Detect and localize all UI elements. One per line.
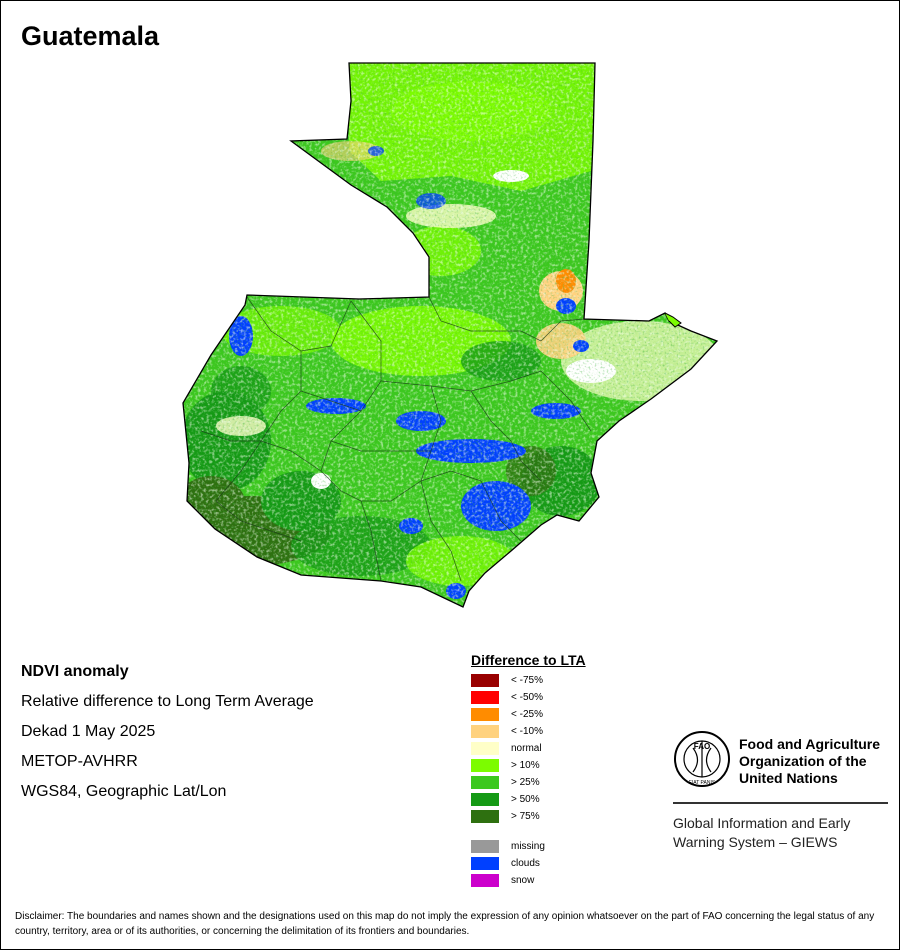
legend-class-label: > 10% — [511, 760, 540, 771]
legend-class-swatch — [471, 708, 499, 721]
legend-class-label: < -50% — [511, 692, 543, 703]
legend-class-swatch — [471, 725, 499, 738]
fao-logo-icon: FAO FIAT PANIS — [674, 731, 730, 787]
legend-extra-label: missing — [511, 841, 545, 852]
fao-name-line-3: United Nations — [739, 770, 838, 786]
info-heading: NDVI anomaly — [21, 663, 129, 680]
map-legend: Difference to LTA < -75% < -50% < -25% < -1… — [471, 652, 671, 889]
legend-class-swatch — [471, 776, 499, 789]
legend-class-item: normal — [471, 740, 671, 757]
legend-class-item: < -75% — [471, 672, 671, 689]
map-info-block: NDVI anomaly Relative difference to Long… — [21, 657, 314, 807]
map-raster — [183, 63, 717, 607]
legend-extra-swatch — [471, 874, 499, 887]
legend-class-item: < -50% — [471, 689, 671, 706]
legend-class-label: normal — [511, 743, 542, 754]
legend-extra-item: missing — [471, 838, 671, 855]
legend-extra-item: snow — [471, 872, 671, 889]
legend-extra-label: clouds — [511, 858, 540, 869]
peninsula-outline — [664, 312, 682, 328]
info-line-4: WGS84, Geographic Lat/Lon — [21, 783, 227, 800]
legend-extra-swatch — [471, 840, 499, 853]
legend-class-label: < -75% — [511, 675, 543, 686]
department-boundaries — [200, 296, 592, 582]
legend-class-label: > 25% — [511, 777, 540, 788]
legend-class-swatch — [471, 759, 499, 772]
legend-class-label: < -25% — [511, 709, 543, 720]
info-line-1: Relative difference to Long Term Average — [21, 693, 314, 710]
legend-class-item: > 75% — [471, 808, 671, 825]
info-line-3: METOP-AVHRR — [21, 753, 138, 770]
legend-class-swatch — [471, 742, 499, 755]
legend-extra-label: snow — [511, 875, 535, 886]
legend-class-item: > 25% — [471, 774, 671, 791]
legend-classes: < -75% < -50% < -25% < -10% normal > 10% > 25%… — [471, 672, 671, 825]
legend-class-label: > 75% — [511, 811, 540, 822]
legend-class-label: < -10% — [511, 726, 543, 737]
legend-class-swatch — [471, 691, 499, 704]
legend-class-label: > 50% — [511, 794, 540, 805]
fao-logo-motto: FIAT PANIS — [689, 780, 716, 786]
legend-class-swatch — [471, 793, 499, 806]
legend-class-item: < -10% — [471, 723, 671, 740]
giews-name: Global Information and Early Warning Sys… — [673, 814, 850, 852]
legend-class-item: < -25% — [471, 706, 671, 723]
fao-name: Food and Agriculture Organization of the… — [739, 736, 880, 787]
fao-name-line-2: Organization of the — [739, 753, 867, 769]
fao-name-line-1: Food and Agriculture — [739, 736, 881, 752]
legend-title: Difference to LTA — [471, 652, 586, 668]
fao-logo-text: FAO — [694, 742, 710, 751]
legend-extra-swatch — [471, 857, 499, 870]
info-line-2: Dekad 1 May 2025 — [21, 723, 156, 740]
map-title: Guatemala — [21, 21, 160, 51]
disclaimer: Disclaimer: The boundaries and names sho… — [15, 911, 875, 937]
legend-class-item: > 50% — [471, 791, 671, 808]
fao-divider — [673, 802, 888, 804]
legend-extra-classes: missing clouds snow — [471, 838, 671, 889]
legend-class-swatch — [471, 674, 499, 687]
giews-line-1: Global Information and Early — [673, 815, 851, 831]
legend-extra-item: clouds — [471, 855, 671, 872]
legend-class-item: > 10% — [471, 757, 671, 774]
ndvi-anomaly-map — [182, 62, 718, 608]
legend-class-swatch — [471, 810, 499, 823]
giews-line-2: Warning System – GIEWS — [673, 834, 838, 850]
